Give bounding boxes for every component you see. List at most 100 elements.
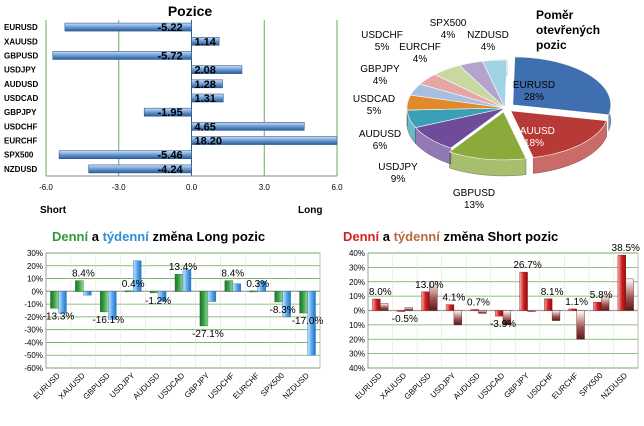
bar bbox=[257, 280, 266, 292]
y-tick-label: 10% bbox=[27, 275, 43, 284]
pie-label: GBPUSD bbox=[453, 188, 495, 199]
bar bbox=[470, 309, 479, 311]
y-tick-label: 30% bbox=[349, 350, 365, 359]
position-bar bbox=[191, 122, 305, 131]
category-label: NZDUSD bbox=[4, 165, 38, 174]
y-tick-label: -10% bbox=[24, 300, 43, 309]
short-title-daily: Denní bbox=[343, 229, 380, 244]
bar bbox=[182, 269, 192, 292]
value-label: -4.24 bbox=[158, 164, 184, 176]
category-label: USDJPY bbox=[4, 66, 37, 75]
category-label: EURCHF bbox=[4, 137, 37, 146]
category-label: GBPUSD bbox=[4, 51, 38, 60]
category-label: USDCHF bbox=[4, 122, 37, 131]
pie-label: USDCHF bbox=[361, 30, 403, 41]
bar bbox=[494, 310, 504, 317]
pie-label: EURCHF bbox=[399, 42, 441, 53]
data-label: -16.1% bbox=[92, 315, 124, 326]
short-changes-chart: Denní a týdenní změna Short pozic 40% 30%… bbox=[343, 229, 640, 401]
pie-slice bbox=[448, 111, 527, 161]
value-label: -5.22 bbox=[158, 22, 183, 34]
pie-label: SPX500 bbox=[430, 18, 467, 29]
bar bbox=[380, 303, 389, 311]
bar bbox=[50, 291, 59, 309]
pie-slice bbox=[419, 74, 506, 109]
bar bbox=[249, 290, 258, 293]
category-label: EURCHF bbox=[550, 371, 580, 401]
bar bbox=[199, 291, 209, 327]
data-label: -3.9% bbox=[490, 319, 516, 330]
y-tick-label: -60% bbox=[24, 364, 43, 373]
bar bbox=[396, 310, 406, 312]
long-title-rest: změna Long pozic bbox=[149, 229, 265, 244]
bar bbox=[307, 291, 316, 356]
data-label: 13.4% bbox=[169, 262, 197, 273]
bar bbox=[58, 291, 67, 314]
data-label: 4.1% bbox=[443, 293, 466, 304]
position-bar bbox=[191, 136, 338, 145]
y-tick-label: 10% bbox=[349, 292, 365, 301]
long-label: Long bbox=[298, 205, 322, 216]
pie-slice bbox=[410, 83, 506, 109]
long-changes-chart: Denní a týdenní změna Long pozic 30% 20% 1… bbox=[24, 229, 323, 401]
position-bar bbox=[191, 36, 220, 46]
data-label: 1.1% bbox=[565, 297, 588, 308]
short-label: Short bbox=[40, 205, 67, 216]
data-label: -8.3% bbox=[270, 305, 296, 316]
bar bbox=[551, 310, 561, 321]
bar bbox=[600, 295, 610, 311]
data-label: 13.0% bbox=[415, 280, 443, 291]
bar bbox=[527, 310, 536, 312]
data-label: -27.1% bbox=[192, 329, 224, 340]
y-tick-label: 30% bbox=[27, 249, 43, 258]
pie-value-label: 5% bbox=[375, 42, 390, 53]
bar bbox=[519, 271, 528, 311]
pie-value-label: 6% bbox=[373, 141, 388, 152]
category-label: NZDUSD bbox=[281, 371, 311, 401]
category-label: GBPJPY bbox=[4, 108, 37, 117]
short-title-and: a bbox=[379, 229, 393, 244]
bar bbox=[593, 301, 602, 311]
long-changes-title: Denní a týdenní změna Long pozic bbox=[52, 229, 265, 244]
bar bbox=[75, 280, 84, 292]
pie-value-label: 18% bbox=[524, 138, 544, 149]
pie-value-label: 28% bbox=[524, 92, 544, 103]
data-label: 8.0% bbox=[369, 287, 392, 298]
y-tick-label: -20% bbox=[24, 313, 43, 322]
bar bbox=[625, 278, 634, 311]
category-label: GBPUSD bbox=[81, 371, 111, 401]
category-label: USDCAD bbox=[476, 371, 506, 401]
pie-title-line-1: Poměr bbox=[536, 8, 574, 22]
category-label: EURUSD bbox=[32, 371, 62, 401]
bar bbox=[445, 304, 455, 311]
data-label: 38.5% bbox=[612, 243, 640, 254]
bar bbox=[207, 291, 217, 302]
category-label: EURUSD bbox=[4, 23, 38, 32]
bar bbox=[100, 291, 109, 313]
pie-label: XAUUSD bbox=[513, 126, 555, 137]
positions-title: Pozice bbox=[168, 3, 213, 19]
x-tick-label: 6.0 bbox=[331, 183, 343, 192]
y-tick-label: -30% bbox=[24, 326, 43, 335]
bar bbox=[421, 291, 430, 311]
bar bbox=[617, 254, 626, 311]
value-label: 2.08 bbox=[195, 65, 216, 77]
bar bbox=[132, 260, 142, 292]
position-bar bbox=[88, 164, 192, 174]
data-label: 8.1% bbox=[541, 287, 564, 298]
short-title-weekly: týdenní bbox=[394, 229, 441, 244]
pie-value-label: 4% bbox=[373, 76, 388, 87]
positions-chart: Pozice Short Long -6.0 -3.0 0.0 3.0 6.0 EURUS… bbox=[4, 3, 343, 216]
data-label: 0.7% bbox=[467, 297, 490, 308]
x-tick-label: -3.0 bbox=[112, 183, 126, 192]
bar bbox=[429, 281, 438, 311]
category-label: NZDUSD bbox=[599, 371, 629, 401]
bar bbox=[83, 291, 92, 296]
pie-value-label: 4% bbox=[441, 30, 456, 41]
bar bbox=[125, 290, 134, 293]
position-bar bbox=[58, 150, 192, 160]
bar bbox=[404, 307, 413, 311]
pie-value-label: 5% bbox=[367, 106, 382, 117]
bar bbox=[232, 283, 241, 292]
pie-label: USDCAD bbox=[353, 94, 395, 105]
